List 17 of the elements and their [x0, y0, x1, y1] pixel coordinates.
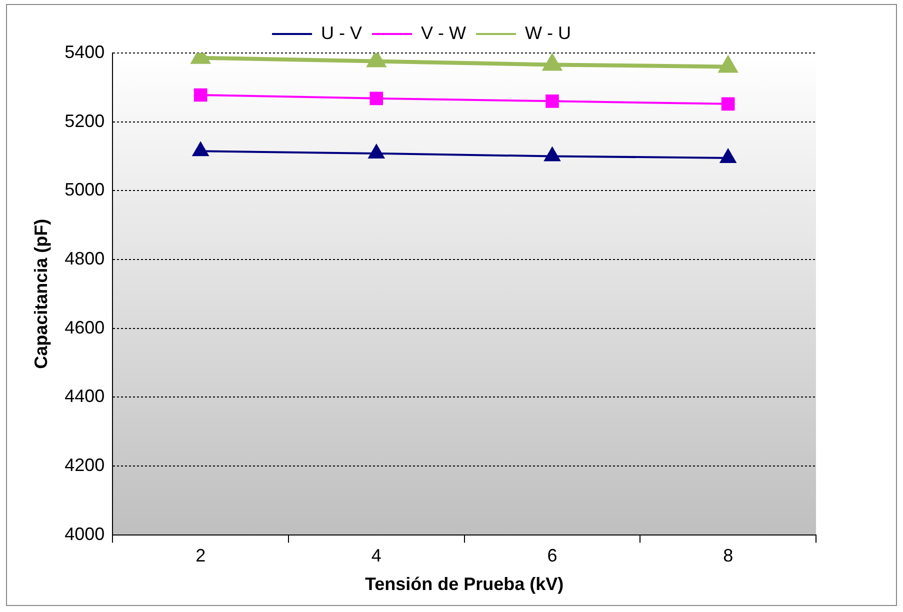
- y-tick-label: 4000: [64, 524, 105, 544]
- y-tick-label: 4800: [64, 248, 105, 268]
- y-tick-label: 4600: [64, 317, 105, 338]
- legend-label: U - V: [321, 22, 362, 43]
- x-tick-label: 4: [371, 546, 382, 566]
- x-tick-label: 6: [547, 546, 558, 566]
- x-tick-label: 8: [723, 546, 734, 566]
- y-tick-label: 4200: [64, 454, 105, 475]
- y-tick-label: 4400: [64, 386, 105, 406]
- y-tick-label: 5000: [64, 180, 105, 200]
- y-tick-label: 5400: [64, 42, 105, 62]
- y-axis-title: Capacitancia (pF): [30, 218, 51, 369]
- y-tick-label: 5200: [64, 110, 105, 131]
- x-axis-title: Tensión de Prueba (kV): [364, 574, 564, 594]
- legend-label: V - W: [421, 22, 466, 43]
- legend-label: W - U: [525, 22, 571, 43]
- x-tick-label: 2: [196, 546, 206, 566]
